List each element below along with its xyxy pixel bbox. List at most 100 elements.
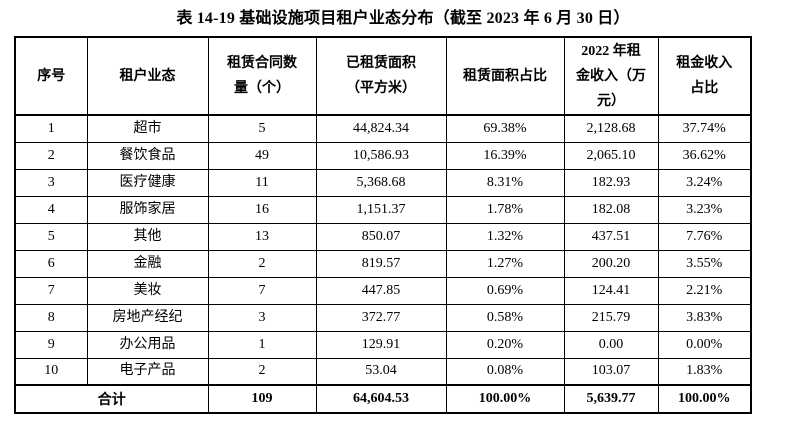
total-label: 合计 xyxy=(14,384,209,414)
cell-rent-income: 2,128.68 xyxy=(563,114,659,143)
cell-tenant-category: 其他 xyxy=(86,222,209,251)
cell-tenant-category: 电子产品 xyxy=(86,357,209,386)
cell-rent-income: 215.79 xyxy=(563,303,659,332)
cell-rent-income: 0.00 xyxy=(563,330,659,359)
cell-contract-count: 3 xyxy=(207,303,317,332)
table-row: 4 服饰家居 16 1,151.37 1.78% 182.08 3.23% xyxy=(14,195,752,224)
cell-seq: 8 xyxy=(14,303,88,332)
table-row: 5 其他 13 850.07 1.32% 437.51 7.76% xyxy=(14,222,752,251)
cell-leased-area: 44,824.34 xyxy=(315,114,447,143)
total-contract-count: 109 xyxy=(207,384,317,414)
header-contract-count: 租赁合同数 量（个） xyxy=(207,36,317,116)
cell-income-share: 3.55% xyxy=(657,249,752,278)
cell-seq: 4 xyxy=(14,195,88,224)
cell-rent-income: 2,065.10 xyxy=(563,141,659,170)
table-row: 2 餐饮食品 49 10,586.93 16.39% 2,065.10 36.62% xyxy=(14,141,752,170)
cell-area-share: 69.38% xyxy=(445,114,565,143)
tenant-distribution-table: 序号 租户业态 租赁合同数 量（个） 已租赁面积 （平方米） 租赁面积占比 20… xyxy=(14,36,752,414)
header-rent-income: 2022 年租 金收入（万 元） xyxy=(563,36,659,116)
table-row: 6 金融 2 819.57 1.27% 200.20 3.55% xyxy=(14,249,752,278)
cell-income-share: 37.74% xyxy=(657,114,752,143)
header-seq: 序号 xyxy=(14,36,88,116)
cell-tenant-category: 超市 xyxy=(86,114,209,143)
cell-seq: 9 xyxy=(14,330,88,359)
table-row: 1 超市 5 44,824.34 69.38% 2,128.68 37.74% xyxy=(14,114,752,143)
cell-area-share: 16.39% xyxy=(445,141,565,170)
cell-contract-count: 49 xyxy=(207,141,317,170)
cell-tenant-category: 办公用品 xyxy=(86,330,209,359)
table-body: 1 超市 5 44,824.34 69.38% 2,128.68 37.74% 2 餐饮食品 49… xyxy=(14,114,752,386)
cell-tenant-category: 医疗健康 xyxy=(86,168,209,197)
cell-contract-count: 11 xyxy=(207,168,317,197)
cell-contract-count: 7 xyxy=(207,276,317,305)
header-area-share: 租赁面积占比 xyxy=(445,36,565,116)
total-rent-income: 5,639.77 xyxy=(563,384,659,414)
cell-tenant-category: 美妆 xyxy=(86,276,209,305)
cell-seq: 7 xyxy=(14,276,88,305)
cell-leased-area: 53.04 xyxy=(315,357,447,386)
cell-area-share: 0.20% xyxy=(445,330,565,359)
cell-seq: 10 xyxy=(14,357,88,386)
table-row: 3 医疗健康 11 5,368.68 8.31% 182.93 3.24% xyxy=(14,168,752,197)
cell-contract-count: 13 xyxy=(207,222,317,251)
header-income-share: 租金收入 占比 xyxy=(657,36,752,116)
cell-tenant-category: 房地产经纪 xyxy=(86,303,209,332)
cell-area-share: 0.69% xyxy=(445,276,565,305)
cell-seq: 2 xyxy=(14,141,88,170)
cell-seq: 6 xyxy=(14,249,88,278)
total-area-share: 100.00% xyxy=(445,384,565,414)
table-row: 8 房地产经纪 3 372.77 0.58% 215.79 3.83% xyxy=(14,303,752,332)
total-leased-area: 64,604.53 xyxy=(315,384,447,414)
cell-income-share: 0.00% xyxy=(657,330,752,359)
cell-income-share: 1.83% xyxy=(657,357,752,386)
table-header: 序号 租户业态 租赁合同数 量（个） 已租赁面积 （平方米） 租赁面积占比 20… xyxy=(14,36,752,116)
table-title: 表 14-19 基础设施项目租户业态分布（截至 2023 年 6 月 30 日） xyxy=(176,10,630,27)
cell-rent-income: 437.51 xyxy=(563,222,659,251)
cell-leased-area: 819.57 xyxy=(315,249,447,278)
cell-income-share: 36.62% xyxy=(657,141,752,170)
cell-seq: 5 xyxy=(14,222,88,251)
cell-income-share: 3.23% xyxy=(657,195,752,224)
cell-contract-count: 2 xyxy=(207,357,317,386)
cell-leased-area: 129.91 xyxy=(315,330,447,359)
cell-area-share: 0.58% xyxy=(445,303,565,332)
cell-tenant-category: 服饰家居 xyxy=(86,195,209,224)
cell-contract-count: 16 xyxy=(207,195,317,224)
cell-area-share: 0.08% xyxy=(445,357,565,386)
header-leased-area: 已租赁面积 （平方米） xyxy=(315,36,447,116)
cell-income-share: 2.21% xyxy=(657,276,752,305)
cell-leased-area: 372.77 xyxy=(315,303,447,332)
cell-contract-count: 5 xyxy=(207,114,317,143)
cell-contract-count: 1 xyxy=(207,330,317,359)
total-income-share: 100.00% xyxy=(657,384,752,414)
cell-rent-income: 182.93 xyxy=(563,168,659,197)
table-row: 10 电子产品 2 53.04 0.08% 103.07 1.83% xyxy=(14,357,752,386)
cell-area-share: 8.31% xyxy=(445,168,565,197)
cell-leased-area: 5,368.68 xyxy=(315,168,447,197)
cell-area-share: 1.27% xyxy=(445,249,565,278)
cell-tenant-category: 餐饮食品 xyxy=(86,141,209,170)
cell-rent-income: 200.20 xyxy=(563,249,659,278)
cell-leased-area: 850.07 xyxy=(315,222,447,251)
cell-seq: 3 xyxy=(14,168,88,197)
table-row: 7 美妆 7 447.85 0.69% 124.41 2.21% xyxy=(14,276,752,305)
header-tenant-category: 租户业态 xyxy=(86,36,209,116)
cell-rent-income: 182.08 xyxy=(563,195,659,224)
cell-rent-income: 124.41 xyxy=(563,276,659,305)
cell-seq: 1 xyxy=(14,114,88,143)
total-row: 合计 109 64,604.53 100.00% 5,639.77 100.00… xyxy=(14,384,752,414)
cell-area-share: 1.78% xyxy=(445,195,565,224)
cell-leased-area: 447.85 xyxy=(315,276,447,305)
cell-income-share: 3.83% xyxy=(657,303,752,332)
cell-leased-area: 1,151.37 xyxy=(315,195,447,224)
table-row: 9 办公用品 1 129.91 0.20% 0.00 0.00% xyxy=(14,330,752,359)
cell-area-share: 1.32% xyxy=(445,222,565,251)
cell-rent-income: 103.07 xyxy=(563,357,659,386)
header-row: 序号 租户业态 租赁合同数 量（个） 已租赁面积 （平方米） 租赁面积占比 20… xyxy=(14,36,752,116)
cell-income-share: 7.76% xyxy=(657,222,752,251)
cell-leased-area: 10,586.93 xyxy=(315,141,447,170)
table-footer: 合计 109 64,604.53 100.00% 5,639.77 100.00… xyxy=(14,384,752,414)
cell-tenant-category: 金融 xyxy=(86,249,209,278)
cell-income-share: 3.24% xyxy=(657,168,752,197)
